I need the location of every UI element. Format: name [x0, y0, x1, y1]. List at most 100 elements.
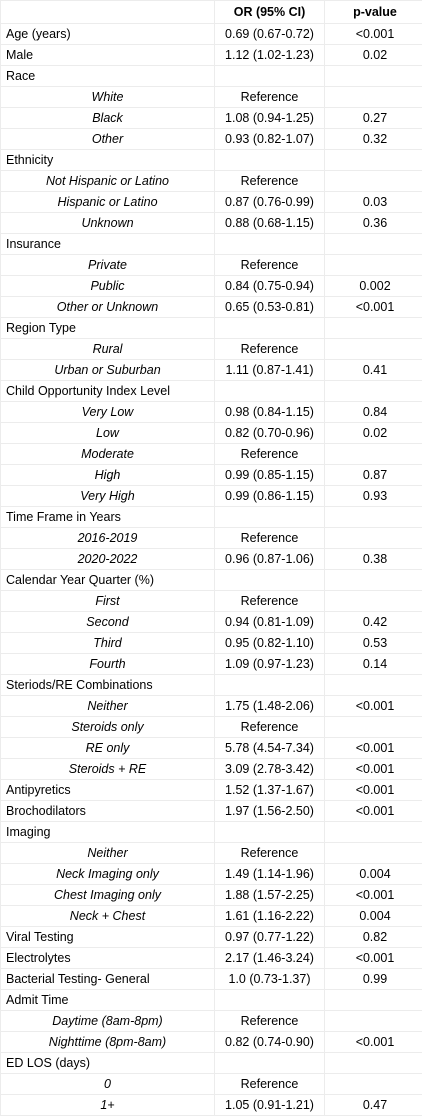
p-value-cell: [324, 338, 422, 360]
label-cell: Moderate: [0, 443, 215, 465]
table-row: Second 0.94 (0.81-1.09) 0.42: [0, 611, 422, 633]
table-row: Male 1.12 (1.02-1.23) 0.02: [0, 44, 422, 66]
p-value-cell: 0.93: [324, 485, 422, 507]
table-row: 2020-2022 0.96 (0.87-1.06) 0.38: [0, 548, 422, 570]
or-cell: 1.12 (1.02-1.23): [214, 44, 325, 66]
or-cell: [214, 989, 325, 1011]
p-value-cell: 0.82: [324, 926, 422, 948]
or-cell: Reference: [214, 254, 325, 276]
table-row: Steroids + RE 3.09 (2.78-3.42) <0.001: [0, 758, 422, 780]
p-value-cell: 0.41: [324, 359, 422, 381]
or-cell: 0.82 (0.70-0.96): [214, 422, 325, 444]
label-cell: 1+: [0, 1094, 215, 1116]
or-cell: Reference: [214, 1010, 325, 1032]
label-cell: Region Type: [0, 317, 215, 339]
p-value-cell: [324, 86, 422, 108]
label-cell: Brochodilators: [0, 800, 215, 822]
table-row: Race: [0, 65, 422, 87]
label-cell: 2016-2019: [0, 527, 215, 549]
table-row: Daytime (8am-8pm) Reference: [0, 1010, 422, 1032]
or-cell: 0.99 (0.85-1.15): [214, 464, 325, 486]
or-cell: 1.05 (0.91-1.21): [214, 1094, 325, 1116]
table-row: Unknown 0.88 (0.68-1.15) 0.36: [0, 212, 422, 234]
label-cell: Antipyretics: [0, 779, 215, 801]
table-row: Nighttime (8pm-8am) 0.82 (0.74-0.90) <0.00…: [0, 1031, 422, 1053]
header-cell: p-value: [324, 0, 422, 24]
or-cell: [214, 506, 325, 528]
or-cell: [214, 674, 325, 696]
p-value-cell: [324, 443, 422, 465]
table-row: Neither Reference: [0, 842, 422, 864]
or-cell: [214, 380, 325, 402]
label-cell: Other: [0, 128, 215, 150]
p-value-cell: 0.004: [324, 863, 422, 885]
label-cell: Second: [0, 611, 215, 633]
label-cell: Neither: [0, 695, 215, 717]
label-cell: 0: [0, 1073, 215, 1095]
p-value-cell: [324, 1010, 422, 1032]
or-cell: 1.09 (0.97-1.23): [214, 653, 325, 675]
label-cell: Steroids + RE: [0, 758, 215, 780]
or-cell: [214, 1052, 325, 1074]
table-row: Hispanic or Latino 0.87 (0.76-0.99) 0.03: [0, 191, 422, 213]
or-cell: Reference: [214, 443, 325, 465]
p-value-cell: [324, 317, 422, 339]
label-cell: Unknown: [0, 212, 215, 234]
header-cell: OR (95% CI): [214, 0, 325, 24]
table-row: Brochodilators 1.97 (1.56-2.50) <0.001: [0, 800, 422, 822]
label-cell: Neither: [0, 842, 215, 864]
table-row: Fourth 1.09 (0.97-1.23) 0.14: [0, 653, 422, 675]
label-cell: Third: [0, 632, 215, 654]
or-cell: [214, 233, 325, 255]
or-cell: 1.08 (0.94-1.25): [214, 107, 325, 129]
table-row: Private Reference: [0, 254, 422, 276]
or-cell: 0.95 (0.82-1.10): [214, 632, 325, 654]
table-row: Ethnicity: [0, 149, 422, 171]
label-cell: Very High: [0, 485, 215, 507]
p-value-cell: <0.001: [324, 695, 422, 717]
p-value-cell: [324, 1073, 422, 1095]
or-cell: 0.88 (0.68-1.15): [214, 212, 325, 234]
label-cell: Daytime (8am-8pm): [0, 1010, 215, 1032]
p-value-cell: [324, 506, 422, 528]
p-value-cell: [324, 254, 422, 276]
p-value-cell: 0.87: [324, 464, 422, 486]
label-cell: Not Hispanic or Latino: [0, 170, 215, 192]
table-row: 1+ 1.05 (0.91-1.21) 0.47: [0, 1094, 422, 1116]
table-row: Viral Testing 0.97 (0.77-1.22) 0.82: [0, 926, 422, 948]
or-cell: 1.97 (1.56-2.50): [214, 800, 325, 822]
table-row: 0 Reference: [0, 1073, 422, 1095]
table-row: Rural Reference: [0, 338, 422, 360]
or-cell: 1.0 (0.73-1.37): [214, 968, 325, 990]
table-row: Neck + Chest 1.61 (1.16-2.22) 0.004: [0, 905, 422, 927]
table-row: Child Opportunity Index Level: [0, 380, 422, 402]
p-value-cell: 0.02: [324, 44, 422, 66]
label-cell: Electrolytes: [0, 947, 215, 969]
or-cell: [214, 65, 325, 87]
table-row: 2016-2019 Reference: [0, 527, 422, 549]
label-cell: Very Low: [0, 401, 215, 423]
table-row: Insurance: [0, 233, 422, 255]
or-cell: Reference: [214, 716, 325, 738]
table-row: High 0.99 (0.85-1.15) 0.87: [0, 464, 422, 486]
label-cell: Male: [0, 44, 215, 66]
p-value-cell: 0.002: [324, 275, 422, 297]
or-cell: 1.11 (0.87-1.41): [214, 359, 325, 381]
table-row: Steroids only Reference: [0, 716, 422, 738]
table-row: Neck Imaging only 1.49 (1.14-1.96) 0.004: [0, 863, 422, 885]
or-cell: 0.97 (0.77-1.22): [214, 926, 325, 948]
or-cell: 0.96 (0.87-1.06): [214, 548, 325, 570]
or-cell: Reference: [214, 590, 325, 612]
p-value-cell: <0.001: [324, 23, 422, 45]
p-value-cell: [324, 170, 422, 192]
label-cell: ED LOS (days): [0, 1052, 215, 1074]
label-cell: Ethnicity: [0, 149, 215, 171]
label-cell: White: [0, 86, 215, 108]
label-cell: Low: [0, 422, 215, 444]
p-value-cell: 0.14: [324, 653, 422, 675]
or-cell: Reference: [214, 170, 325, 192]
or-cell: [214, 569, 325, 591]
or-cell: Reference: [214, 86, 325, 108]
p-value-cell: [324, 233, 422, 255]
